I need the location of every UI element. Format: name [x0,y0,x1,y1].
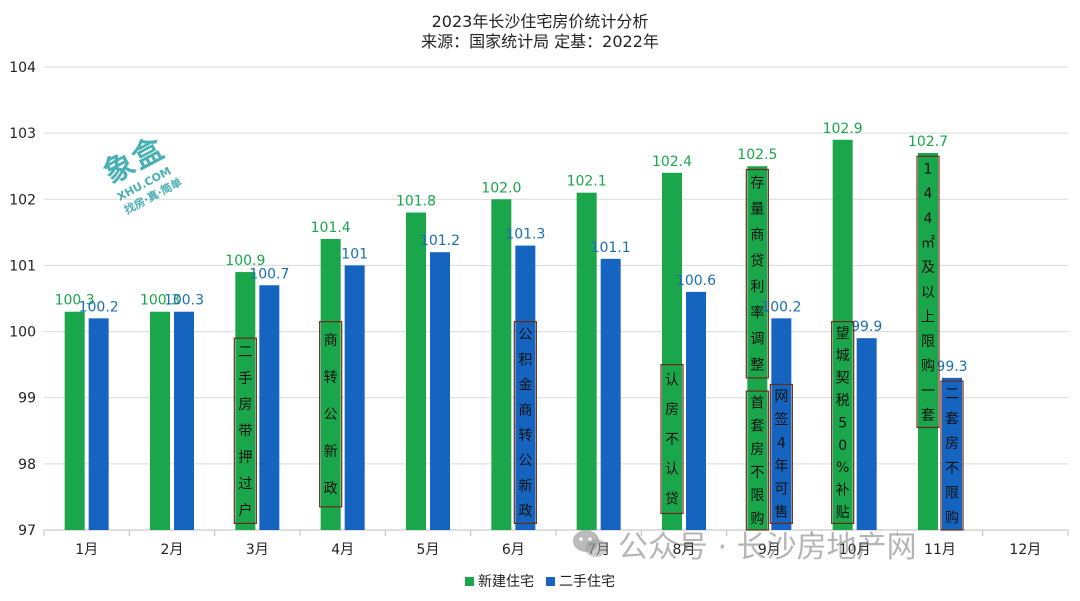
data-label-new: 102.1 [567,174,607,190]
annotation-box [745,168,769,379]
bar-second-hand [515,245,536,531]
annotation-box [940,380,964,531]
chart-title: 2023年长沙住宅房价统计分析 [431,12,649,31]
watermark-text: 公众号 · 长沙房地产网 [618,530,917,565]
data-label-new: 102.5 [737,147,777,163]
bar-new-housing [491,199,512,531]
bar-second-hand [771,318,792,530]
x-tick-label: 3月 [246,542,269,558]
bar-new-housing [747,166,768,530]
bar-new-housing [832,139,853,530]
data-label-second: 100.6 [676,273,716,289]
bar-second-hand [430,252,450,530]
data-label-second: 99.3 [936,359,967,375]
annotation-text: 二套房不限购 [945,386,959,526]
x-tick-label: 2月 [161,542,184,558]
data-label-new: 100.3 [55,293,95,309]
bar-new-housing [662,172,682,531]
legend-label-new: 新建住宅 [478,574,534,590]
y-tick-label: 97 [18,523,36,539]
annotation-text: 商转公新政 [324,333,338,497]
data-label-second: 101.2 [420,233,460,249]
annotation-text: 存量商贷利率调整 [750,175,764,373]
chart-legend: 新建住宅 二手住宅 [0,571,1080,591]
bar-new-housing [406,212,426,530]
annotation-box [769,383,793,524]
chart-subtitle: 来源：国家统计局 定基：2022年 [421,32,659,51]
bar-new-housing [576,192,597,530]
legend-item-new: 新建住宅 [465,571,534,591]
x-tick-label: 8月 [673,542,696,558]
bar-new-housing [918,152,938,530]
bar-new-housing [320,238,341,530]
annotation-box [660,364,684,515]
annotation-text: 认房不认贷 [665,372,679,507]
data-label-new: 102.7 [908,134,948,150]
x-tick-label: 4月 [331,542,354,558]
bar-new-housing [64,311,85,530]
data-label-second: 100.2 [79,299,119,315]
x-tick-label: 6月 [502,542,525,558]
bar-second-hand [600,258,621,530]
y-tick-label: 103 [9,126,36,142]
legend-label-second: 二手住宅 [559,574,615,590]
y-tick-label: 98 [18,457,36,473]
data-label-new: 102.0 [481,180,521,196]
x-tick-label: 1月 [75,542,98,558]
bar-second-hand [88,318,109,530]
legend-swatch-new [465,576,474,586]
data-label-second: 101 [341,246,368,262]
legend-swatch-second [546,576,555,586]
annotation-text: 公积金商转公新政 [518,327,532,520]
data-label-second: 100.3 [164,293,204,309]
annotation-text: 网签 4 年可售 [774,389,788,521]
annotation-box [745,390,769,531]
data-label-new: 101.8 [396,194,436,210]
wechat-icon [573,530,607,557]
x-tick-label: 12月 [1009,542,1041,558]
bar-second-hand [259,285,280,530]
data-label-second: 101.1 [591,240,631,256]
bar-second-hand [856,338,877,530]
x-tick-label: 9月 [758,542,781,558]
data-label-new: 101.4 [311,220,351,236]
annotation-box [916,155,940,429]
annotation-box [233,337,257,524]
x-tick-label: 10月 [839,542,871,558]
annotation-text: 二手房带押过户 [238,344,252,519]
y-tick-label: 100 [9,325,36,341]
annotation-text: 1 4 4 ㎡及以上限购一套 [921,162,935,425]
annotation-box [831,321,855,524]
data-label-new: 100.9 [225,253,265,269]
watermark: 公众号 · 长沙房地产网 [570,522,917,566]
bar-second-hand [686,291,706,530]
y-tick-label: 101 [9,258,36,274]
bar-new-housing [235,272,256,530]
bar-new-housing [150,311,170,530]
data-label-second: 100.2 [761,299,801,315]
y-tick-label: 99 [18,391,36,407]
bar-second-hand [942,377,962,530]
data-label-second: 100.7 [249,266,289,282]
data-label-new: 102.4 [652,154,692,170]
data-label-new: 100.3 [140,293,180,309]
y-tick-label: 104 [9,60,36,76]
annotation-box [319,321,343,508]
data-label-new: 102.9 [823,121,863,137]
y-tick-label: 102 [9,192,36,208]
annotation-box [513,321,537,524]
data-label-second: 101.3 [505,227,545,243]
annotation-text: 望城契税 5 0 %补贴 [836,326,850,521]
annotation-text: 首套房不限购 [750,396,764,528]
bar-second-hand [174,311,194,530]
x-tick-label: 5月 [417,542,440,558]
x-tick-label: 11月 [924,542,956,558]
legend-item-second: 二手住宅 [546,571,615,591]
data-label-second: 99.9 [851,319,882,335]
bar-second-hand [344,265,365,530]
